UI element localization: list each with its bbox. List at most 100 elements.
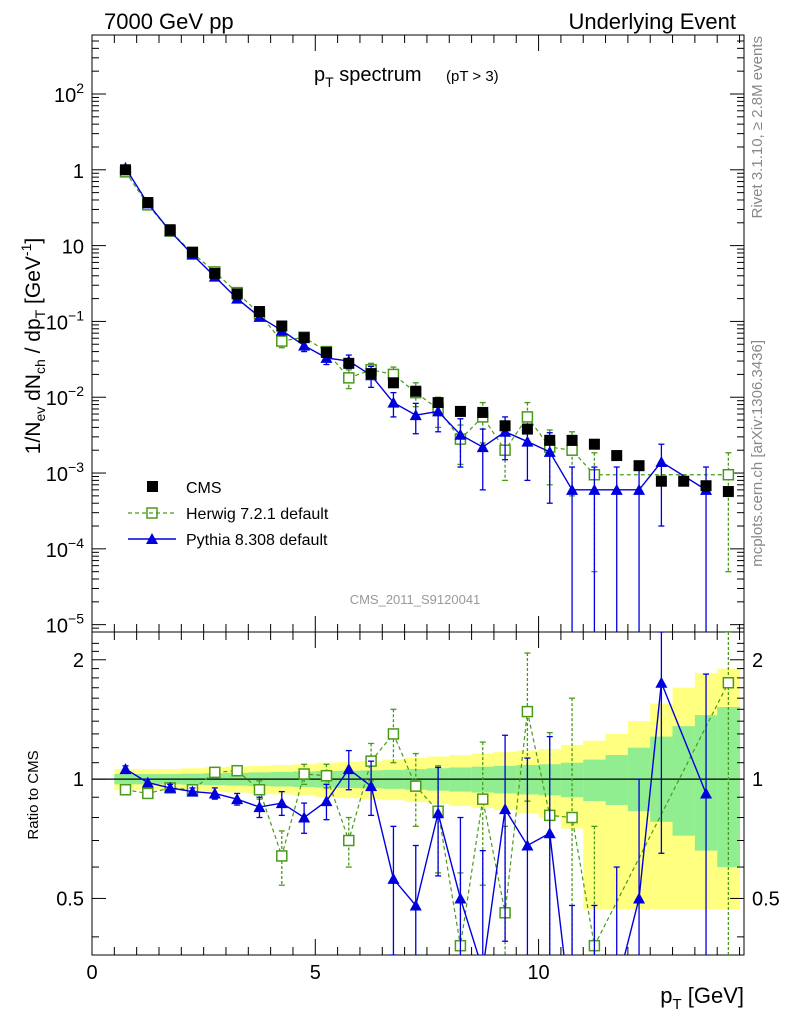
- x-tick-label: 0: [86, 962, 97, 984]
- pythia-point: [633, 483, 646, 495]
- pythia-ratio-point: [298, 811, 311, 823]
- pythia-ratio-point: [432, 807, 445, 819]
- herwig-point: [521, 411, 534, 423]
- pythia-ratio-point: [700, 787, 713, 799]
- pythia-ratio-point: [477, 964, 489, 975]
- x-tick-label: 10: [527, 962, 549, 984]
- pythia-ratio-point: [275, 797, 288, 809]
- y-tick-label: 10−5: [46, 611, 84, 638]
- legend-marker-pythia: [146, 533, 158, 544]
- header-left: 7000 GeV pp: [104, 9, 234, 34]
- cms-point: [722, 486, 734, 498]
- y-tick-label: 10−1: [46, 307, 84, 334]
- herwig-ratio-point: [521, 705, 534, 718]
- chart-title-note: (pT > 3): [446, 68, 499, 85]
- pythia-point: [387, 396, 400, 408]
- y-tick-label: 10−2: [46, 383, 84, 410]
- x-tick-label: 5: [310, 962, 321, 984]
- ratio-y-tick-label: 0.5: [56, 888, 84, 910]
- ratio-y-tick-label: 1: [73, 769, 84, 791]
- cms-point: [410, 385, 422, 397]
- herwig-ratio-point: [119, 784, 132, 796]
- legend-label-pythia: Pythia 8.308 default: [186, 532, 328, 549]
- ratio-clipped: [119, 632, 735, 1024]
- cms-point: [164, 224, 176, 236]
- herwig-ratio-point: [320, 769, 333, 782]
- mcplots-label: mcplots.cern.ch [arXiv:1306.3436]: [749, 340, 766, 567]
- pythia-ratio-point: [164, 781, 177, 793]
- cms-point: [700, 480, 712, 492]
- chart-title: pT spectrum: [314, 64, 422, 90]
- herwig-ratio-point: [276, 850, 288, 862]
- pythia-ratio-point: [186, 785, 199, 797]
- ratio-y-tick-label: 2: [73, 650, 84, 672]
- herwig-point: [276, 335, 288, 347]
- cms-point: [655, 475, 667, 487]
- ratio-y-tick-label-right: 2: [752, 650, 763, 672]
- pythia-ratio-point: [543, 827, 556, 839]
- herwig-ratio-point: [477, 793, 489, 805]
- pythia-point: [476, 441, 489, 453]
- y-tick-label: 1: [73, 161, 84, 183]
- legend-marker-herwig: [146, 507, 158, 519]
- pythia-point: [432, 405, 445, 417]
- herwig-ratio-point: [722, 677, 735, 689]
- herwig-ratio-point: [343, 834, 355, 847]
- cms-point: [678, 475, 690, 487]
- pythia-point: [610, 483, 623, 495]
- cms-point: [387, 377, 399, 389]
- legend-label-herwig: Herwig 7.2.1 default: [186, 506, 329, 523]
- herwig-line: [124, 171, 729, 476]
- herwig-point: [722, 468, 735, 481]
- pythia-ratio-point: [588, 1019, 600, 1024]
- legend-label-cms: CMS: [186, 480, 222, 497]
- pythia-point: [298, 339, 311, 351]
- cms-point: [499, 420, 511, 432]
- herwig-ratio-point: [142, 787, 154, 800]
- cms-point: [432, 397, 444, 409]
- cms-point: [611, 450, 623, 462]
- pythia-ratio-point: [409, 899, 422, 911]
- pythia-ratio-point: [454, 892, 467, 904]
- herwig-ratio-point: [209, 766, 221, 779]
- cms-point: [253, 306, 265, 318]
- herwig-ratio-point: [253, 784, 266, 796]
- cms-point: [454, 405, 466, 417]
- cms-point: [142, 197, 154, 209]
- x-axis-label: pT [GeV]: [660, 983, 744, 1013]
- y-tick-label: 10−3: [46, 459, 84, 486]
- pythia-point: [655, 455, 668, 467]
- herwig-ratio-point: [231, 764, 243, 777]
- cms-point: [566, 434, 578, 446]
- band-inner-bin: [672, 726, 696, 836]
- spectrum-series: [119, 161, 735, 632]
- cms-point: [544, 434, 556, 446]
- cms-point: [521, 423, 533, 435]
- cms-point: [276, 320, 288, 332]
- pythia-ratio-point: [253, 801, 266, 813]
- herwig-ratio-point: [410, 780, 422, 792]
- ratio-y-axis-label: Ratio to CMS: [25, 750, 42, 839]
- top-y-axis-label: 1/Nev dNch / dpT [GeV-1]: [18, 238, 48, 454]
- herwig-point: [566, 444, 578, 456]
- pythia-point: [588, 483, 601, 495]
- pythia-point: [499, 425, 512, 437]
- pythia-ratio-point: [320, 795, 333, 807]
- pythia-ratio-point: [633, 892, 646, 904]
- analysis-watermark: CMS_2011_S9120041: [350, 592, 481, 607]
- cms-point: [209, 267, 221, 279]
- cms-point: [320, 346, 332, 358]
- pythia-ratio-point: [566, 1019, 578, 1024]
- pythia-line: [124, 167, 707, 491]
- cms-point: [343, 357, 355, 369]
- pythia-ratio-point: [141, 776, 154, 788]
- pythia-point: [543, 445, 556, 457]
- ratio-series: [119, 632, 735, 1024]
- cms-point: [231, 288, 243, 300]
- cms-point: [588, 438, 600, 450]
- pythia-point: [566, 483, 579, 495]
- y-tick-label: 10−4: [46, 535, 84, 562]
- pythia-point: [454, 428, 467, 440]
- cms-point: [298, 332, 310, 344]
